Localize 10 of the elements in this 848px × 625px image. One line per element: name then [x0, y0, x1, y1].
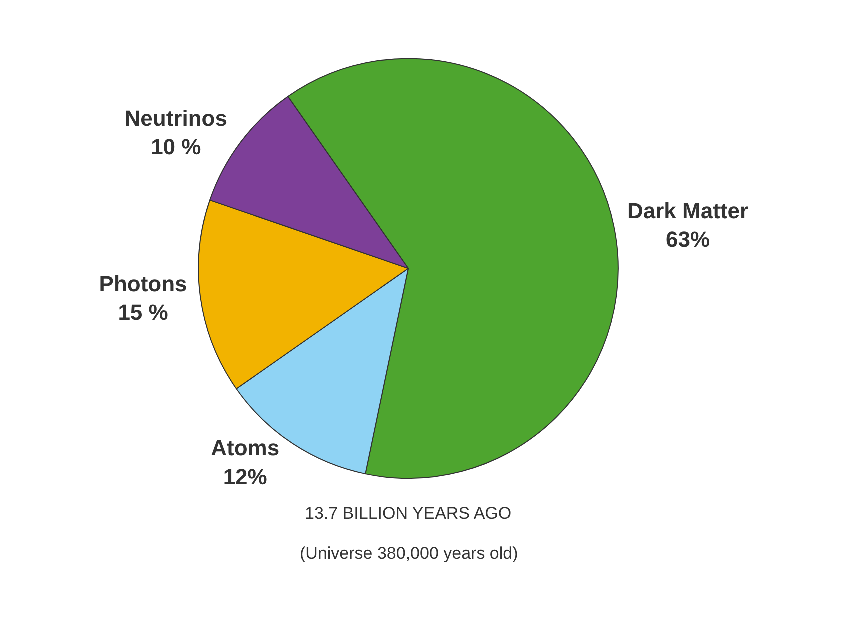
slice-label: Photons [99, 272, 188, 297]
slice-label: Dark Matter [627, 198, 749, 224]
data-label: 63% [666, 227, 710, 252]
slice-label: Atoms [211, 436, 280, 461]
data-label: 10 % [151, 134, 202, 160]
data-label: 12% [223, 464, 268, 490]
data-label: 15 % [118, 300, 168, 326]
slice-label: Neutrinos [124, 106, 228, 131]
text: 13.7 BILLION YEARS AGO [305, 504, 512, 523]
text: (Universe 380,000 years old) [300, 544, 518, 563]
